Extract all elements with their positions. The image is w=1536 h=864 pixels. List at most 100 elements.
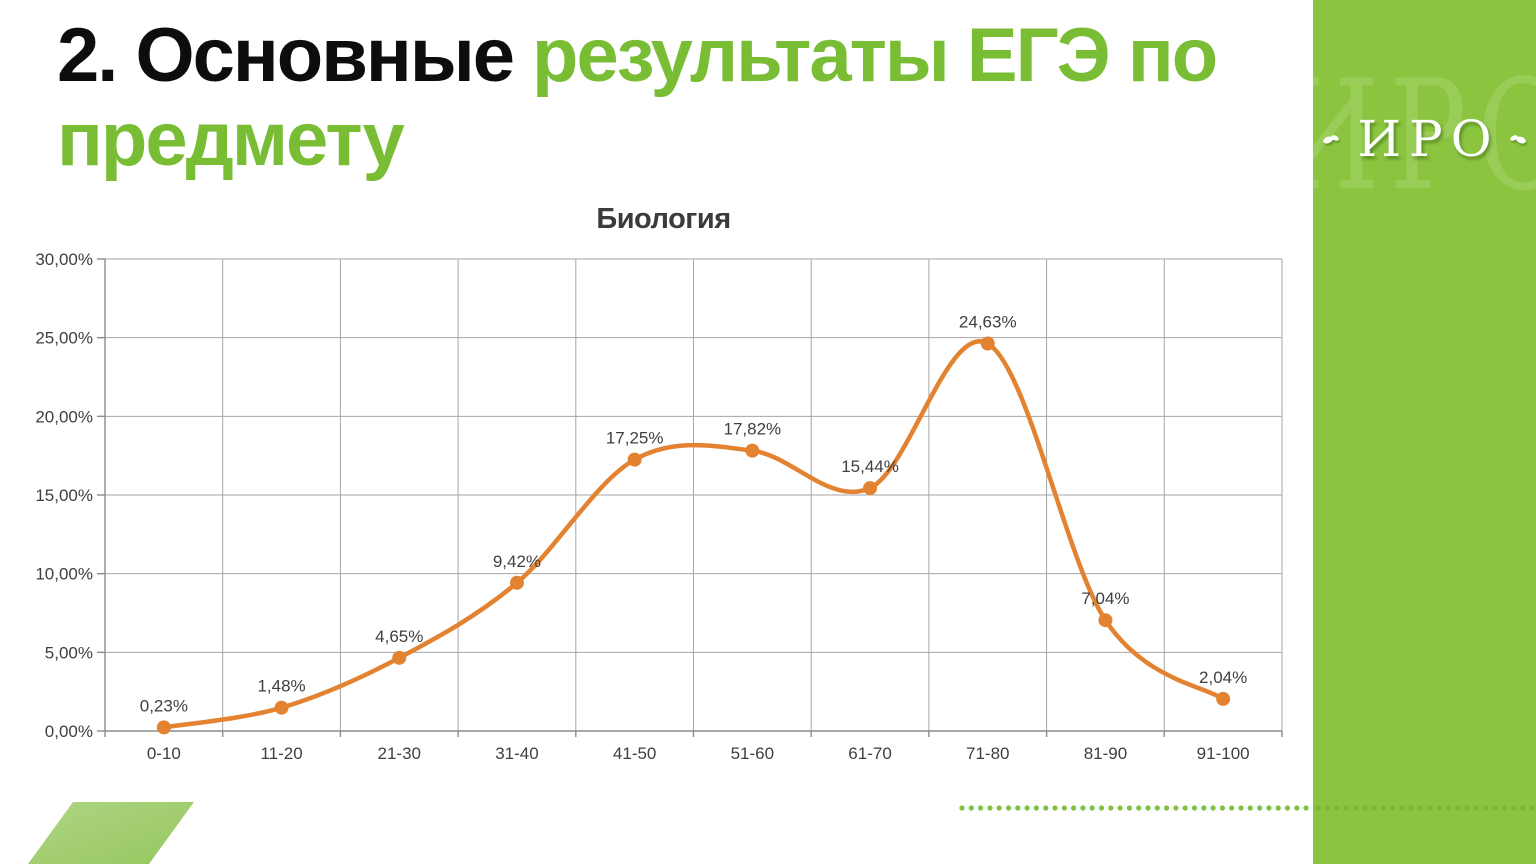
data-label: 2,04% bbox=[1199, 668, 1247, 687]
divider-dot bbox=[1390, 805, 1396, 811]
dotted-divider bbox=[959, 805, 1535, 811]
axes bbox=[97, 258, 1283, 737]
slide-title-green-part: результаты ЕГЭ по предмету bbox=[57, 13, 1218, 182]
divider-dot bbox=[1343, 805, 1349, 811]
divider-dot bbox=[1408, 805, 1414, 811]
divider-dot bbox=[1501, 805, 1507, 811]
divider-dot bbox=[1145, 805, 1151, 811]
data-label: 15,44% bbox=[841, 457, 899, 476]
y-tick-label: 25,00% bbox=[35, 329, 93, 348]
divider-dot bbox=[1052, 805, 1058, 811]
data-label: 24,63% bbox=[959, 312, 1017, 331]
y-tick-label: 0,00% bbox=[45, 722, 93, 741]
divider-dot bbox=[1492, 805, 1498, 811]
divider-dot bbox=[1352, 805, 1359, 811]
data-label: 7,04% bbox=[1081, 589, 1129, 608]
y-tick-label: 15,00% bbox=[35, 486, 93, 505]
divider-dot bbox=[1126, 805, 1132, 811]
data-point-marker bbox=[1098, 613, 1113, 628]
x-tick-label: 0-10 bbox=[147, 744, 181, 763]
divider-dot bbox=[978, 805, 984, 811]
data-point-marker bbox=[980, 336, 995, 351]
data-label: 1,48% bbox=[257, 677, 305, 696]
divider-dot bbox=[968, 805, 974, 811]
divider-dot bbox=[1061, 805, 1067, 811]
divider-dot bbox=[1455, 805, 1461, 811]
divider-dot bbox=[1464, 805, 1470, 811]
divider-dot bbox=[959, 805, 965, 811]
divider-dot bbox=[1182, 805, 1188, 811]
divider-dot bbox=[1043, 805, 1049, 811]
data-point-marker bbox=[156, 720, 171, 735]
divider-dot bbox=[1445, 805, 1452, 811]
x-axis-labels: 0-10 11-20 21-30 31-40 41-50 51-60 61-70 71-80 8… bbox=[147, 744, 1250, 763]
data-point-marker bbox=[392, 650, 407, 665]
x-tick-label: 71-80 bbox=[966, 744, 1009, 763]
divider-dot bbox=[1136, 805, 1142, 811]
divider-dot bbox=[1334, 805, 1340, 811]
divider-dot bbox=[1080, 805, 1086, 811]
y-tick-label: 20,00% bbox=[35, 407, 93, 426]
x-tick-label: 51-60 bbox=[731, 744, 774, 763]
data-label: 9,42% bbox=[493, 552, 541, 571]
divider-dot bbox=[1399, 805, 1405, 811]
divider-dot bbox=[1520, 805, 1526, 811]
y-tick-label: 10,00% bbox=[35, 565, 93, 584]
divider-dot bbox=[1108, 805, 1114, 811]
data-label: 17,25% bbox=[606, 429, 664, 448]
x-tick-label: 81-90 bbox=[1084, 744, 1127, 763]
divider-dot bbox=[1325, 805, 1331, 811]
data-label: 0,23% bbox=[140, 696, 188, 715]
divider-dot bbox=[1210, 805, 1216, 811]
divider-dot bbox=[1275, 805, 1281, 811]
data-point-marker bbox=[274, 700, 289, 715]
slide-title-number-part: 2. Основные bbox=[57, 13, 515, 98]
divider-dot bbox=[1315, 805, 1321, 811]
chart-title: Биология bbox=[596, 203, 731, 235]
data-labels: 0,23% 1,48% 4,65% 9,42% 17,25% 17,82% 15,44% 24… bbox=[140, 312, 1248, 715]
divider-dot bbox=[1089, 805, 1095, 811]
divider-dot bbox=[1257, 805, 1263, 811]
divider-dot bbox=[1005, 805, 1012, 811]
divider-dot bbox=[1266, 805, 1272, 811]
divider-dot bbox=[1473, 805, 1479, 811]
divider-dot bbox=[1024, 805, 1030, 811]
data-point-marker bbox=[627, 452, 642, 467]
divider-dot bbox=[1219, 805, 1225, 811]
divider-dot bbox=[987, 805, 993, 811]
divider-dot bbox=[1164, 805, 1170, 811]
x-tick-label: 91-100 bbox=[1197, 744, 1250, 763]
divider-dot bbox=[996, 805, 1002, 811]
divider-dot bbox=[1303, 805, 1309, 811]
logo-text: ИРО bbox=[1357, 110, 1500, 168]
divider-dot bbox=[1294, 805, 1300, 811]
data-point-marker bbox=[863, 481, 878, 496]
y-axis-labels: 0,00% 5,00% 10,00% 15,00% 20,00% 25,00% 30,00% bbox=[35, 250, 93, 741]
logo-left-leaf-icon bbox=[1323, 135, 1340, 144]
iro-watermark: ИРО bbox=[1313, 48, 1536, 225]
parallelogram-shape bbox=[28, 802, 194, 864]
gridlines bbox=[104, 258, 1283, 732]
divider-dot bbox=[1098, 805, 1105, 811]
divider-dot bbox=[1371, 805, 1377, 811]
y-tick-label: 30,00% bbox=[35, 250, 93, 269]
divider-dot bbox=[1201, 805, 1207, 811]
divider-dot bbox=[1362, 805, 1368, 811]
divider-dot bbox=[1154, 805, 1160, 811]
series-markers bbox=[156, 336, 1231, 735]
data-point-marker bbox=[745, 443, 760, 458]
x-tick-label: 41-50 bbox=[613, 744, 656, 763]
y-tick-label: 5,00% bbox=[45, 643, 93, 662]
divider-dot bbox=[1284, 805, 1291, 811]
divider-dot bbox=[1247, 805, 1253, 811]
divider-dot bbox=[1427, 805, 1433, 811]
x-tick-label: 21-30 bbox=[378, 744, 421, 763]
divider-dot bbox=[1173, 805, 1179, 811]
data-point-marker bbox=[1216, 691, 1231, 706]
divider-dot bbox=[1511, 805, 1517, 811]
decorative-parallelogram bbox=[28, 802, 194, 864]
data-point-marker bbox=[509, 575, 524, 590]
slide-title: 2. Основные результаты ЕГЭ по предмету bbox=[57, 14, 1302, 182]
divider-dot bbox=[1015, 805, 1021, 811]
